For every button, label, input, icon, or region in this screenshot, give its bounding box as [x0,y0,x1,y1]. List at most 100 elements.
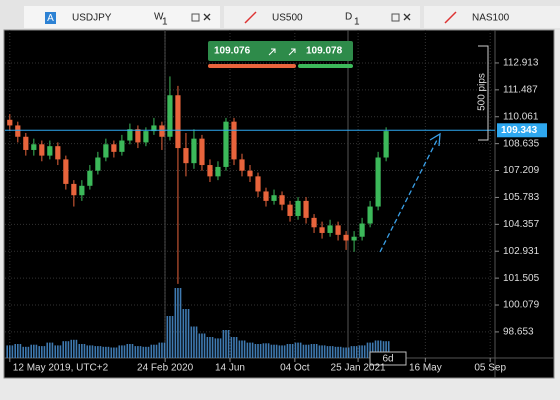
volume-bar [249,342,251,358]
volume-bar [11,345,14,358]
tab[interactable]: NAS100 [424,6,560,28]
volume-bar [369,342,371,358]
volume-bar [73,339,75,358]
volume-bar [131,344,134,358]
volume-bar [379,340,382,358]
candle-body [271,195,277,201]
candle-body [151,125,157,132]
volume-bar [102,346,105,358]
volume-bar [254,344,257,358]
volume-bar [243,340,246,358]
volume-bar [166,316,169,358]
volume-bar [209,337,211,358]
volume-bar [33,344,35,358]
candle-body [263,191,269,201]
volume-bar [198,333,201,358]
candle-body [207,165,213,177]
candle-body [239,159,245,171]
volume-bar [382,341,385,358]
candle-body [311,217,317,228]
x-tick-label: 04 Oct [280,363,310,374]
timeframe-sub: 1 [354,17,360,28]
x-tick-label: 25 Jan 2021 [331,363,386,374]
candle-body [47,146,53,156]
volume-bar [257,344,259,358]
y-tick-label: 108.635 [503,138,540,149]
symbol: USDJPY [72,13,112,24]
close-icon[interactable] [403,13,411,21]
volume-bar [65,341,67,358]
volume-bar [30,344,33,358]
volume-bar [265,343,267,358]
badge-text: A [47,13,54,24]
sell-button[interactable]: 109.076 [208,41,296,68]
candle-body [95,157,101,171]
volume-bar [81,344,83,358]
period-box: 6d [369,351,407,366]
volume-bar [363,345,366,358]
candle-body [231,121,237,160]
candle-body [223,121,229,167]
close-icon[interactable] [203,13,211,21]
volume-bar [323,345,326,358]
candle-body [87,170,93,186]
volume-bar [94,346,97,358]
price-label: 109.343 [501,125,538,136]
volume-bar [289,344,291,358]
volume-bar [6,345,9,358]
y-tick-label: 100.079 [503,300,540,311]
candle-body [215,166,221,177]
volume-bar [163,342,166,358]
y-tick-label: 110.061 [503,111,539,122]
draw-icon [444,11,457,24]
candle-body [295,200,301,216]
candle-body [111,144,117,152]
tab-bg [224,6,420,28]
volume-bar [273,344,275,358]
candle-body [79,185,85,196]
volume-bar [161,342,163,358]
volume-bar [291,344,294,358]
buy-button[interactable]: 109.078 [283,41,353,68]
candle-body [359,223,365,237]
volume-bar [345,347,347,358]
candle-body [143,131,149,143]
volume-bar [195,326,198,358]
tab-bg [24,6,220,28]
volume-bar [147,346,150,358]
candle-body [335,225,341,235]
volume-bar [25,346,27,358]
volume-bar [123,345,126,358]
detach-icon[interactable] [391,13,400,22]
volume-bar [99,346,102,358]
tab[interactable]: US500 D 1 [224,6,420,28]
volume-bar [275,344,278,358]
range-label: 500 pips [477,73,488,111]
volume-bar [353,346,355,358]
volume-bar [307,344,310,358]
volume-bar [89,345,91,358]
x-tick-label: 14 Jun [215,363,245,374]
candle-body [303,200,309,218]
volume-bar [187,309,190,358]
candle-body [319,227,325,233]
candle-body [327,225,333,233]
volume-bar [121,345,123,358]
volume-bar [75,339,78,358]
tab[interactable]: A USDJPY W 1 [24,6,220,28]
y-tick-label: 102.931 [503,246,540,257]
volume-bar [366,342,369,358]
volume-bar [233,337,235,358]
sell-icon [268,48,276,56]
detach-icon[interactable] [191,13,200,22]
volume-bar [70,339,73,358]
y-tick-label: 105.783 [503,192,540,203]
candle-body [103,144,109,158]
volume-bar [174,288,177,358]
volume-bar [78,344,81,358]
volume-bar [235,337,238,358]
candle-body [15,125,21,137]
candle-body [175,95,181,149]
volume-bar [347,347,350,358]
volume-bar [270,344,273,358]
